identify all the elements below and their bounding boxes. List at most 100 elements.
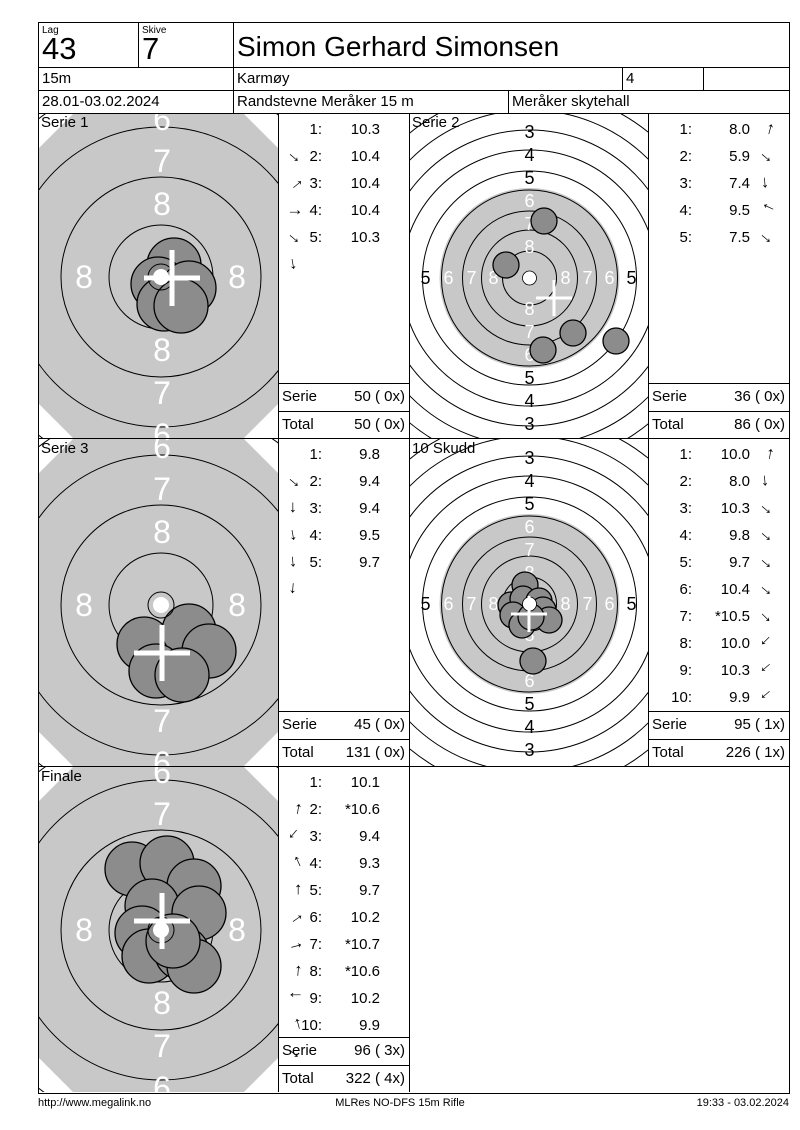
ring-number: 7 (466, 268, 476, 288)
ring (422, 170, 637, 386)
total-sum-row: Total 50 ( 0x) (279, 412, 408, 438)
shot-direction-arrow: → (284, 524, 306, 545)
ring-number: 6 (524, 671, 534, 691)
shot-value: 9.3 (359, 855, 380, 872)
shot-row: 3: 9.4→ (278, 823, 409, 874)
ring-number: 4 (524, 471, 534, 491)
ring-number: 6 (153, 417, 171, 438)
ring-number: 8 (488, 268, 498, 288)
shot-value: 10.3 (720, 662, 750, 679)
band-title-finale: Finale (41, 768, 82, 785)
shot-number: 4: (309, 202, 322, 219)
ring (60, 504, 262, 706)
ring (410, 475, 648, 733)
ring-number: 7 (524, 214, 534, 234)
shot-value: 9.9 (359, 1017, 380, 1034)
ring-number: 4 (524, 391, 534, 411)
grid-line (278, 383, 409, 384)
ring-number: 6 (524, 191, 534, 211)
ring-number: 7 (153, 796, 171, 832)
serie-sum-label: Serie (652, 716, 688, 733)
lag-label: Lag (42, 25, 59, 36)
serie-sum-row: Serie 96 ( 3x) (279, 1038, 408, 1064)
serie-sum-row: Serie 50 ( 0x) (279, 384, 408, 410)
shot-direction-arrow: → (756, 173, 778, 192)
shot-value: 10.0 (720, 635, 750, 652)
total-sum-value: 226 ( 1x) (725, 744, 785, 761)
shot-value: 5.9 (729, 148, 750, 165)
ring (462, 210, 597, 346)
ring-number: 5 (420, 268, 430, 288)
shot-number: 5: (309, 554, 322, 571)
shot-value: 9.7 (729, 554, 750, 571)
ring (60, 829, 262, 1031)
band-title-10skudd: 10 Skudd (412, 440, 476, 457)
shot-row: 1: 8.0 → (648, 116, 789, 143)
ring (441, 189, 618, 367)
shot-value: *10.5 (714, 608, 750, 625)
ring-number: 3 (524, 740, 534, 760)
total-sum-row: Total 322 ( 4x) (279, 1066, 408, 1092)
ring-number: 6 (153, 114, 171, 137)
footer-timestamp: 19:33 - 03.02.2024 (696, 1097, 789, 1109)
ring-number: 8 (153, 332, 171, 368)
band-title-serie-1: Serie 1 (41, 114, 89, 131)
shot-value: 8.0 (729, 121, 750, 138)
total-sum-value: 50 ( 0x) (354, 416, 405, 433)
ring-number: 6 (604, 594, 614, 614)
shot-direction-arrow: → (286, 200, 304, 219)
shot-number: 5: (679, 554, 692, 571)
shot-number: 1: (309, 121, 322, 138)
grid-line (648, 113, 649, 766)
grid-line (278, 739, 409, 740)
shot-number: 5: (679, 229, 692, 246)
ring-number: 3 (524, 448, 534, 468)
ring (39, 454, 278, 756)
shot-number: 2: (679, 473, 692, 490)
shot-row: 2: 8.0 → (648, 468, 789, 495)
serie-sum-label: Serie (282, 716, 318, 733)
shot-row: 5: 10.3 → (278, 224, 409, 274)
total-sum-row: Total 131 ( 0x) (279, 740, 408, 766)
shot-value: *10.6 (344, 963, 380, 980)
ring-number: 7 (466, 594, 476, 614)
shot-value: 9.4 (359, 500, 380, 517)
ring (410, 455, 648, 753)
shot-hole (559, 319, 587, 347)
shot-number: 9: (679, 662, 692, 679)
ring-number: 6 (443, 268, 453, 288)
shot-direction-arrow: → (755, 197, 779, 222)
shot-number: 9: (309, 990, 322, 1007)
venue-name: Meråker skytehall (512, 93, 630, 110)
shot-row: 4: 9.5 → (278, 522, 409, 571)
class-value: 4 (626, 70, 635, 87)
footer-program: MLRes NO-DFS 15m Rifle (335, 1097, 465, 1109)
grid-line (648, 711, 789, 712)
grid-line (38, 90, 789, 91)
ring-number: 3 (524, 122, 534, 142)
shot-row: 4: 9.8 → (648, 522, 789, 549)
shot-row: 3: 7.4 → (648, 170, 789, 197)
total-sum-row: Total 86 ( 0x) (649, 412, 788, 438)
shot-value: 9.5 (359, 527, 380, 544)
band-title-serie-3: Serie 3 (41, 440, 89, 457)
shot-number: 7: (679, 608, 692, 625)
ring-number: 6 (604, 268, 614, 288)
shot-number: 2: (309, 473, 322, 490)
ring-number: 7 (582, 594, 592, 614)
ring-number: 7 (153, 143, 171, 179)
shot-number: 5: (309, 229, 322, 246)
score-list-finale: 1: 10.1→ 2: *10.6→ 3: 9.4→ 4: 9.3→ 5: 9.7→ 6: 10.2→… (278, 769, 409, 1064)
grid-line (648, 411, 789, 412)
shot-value: 9.5 (729, 202, 750, 219)
shot-row: 2: *10.6 → (278, 796, 409, 848)
ring-number: 8 (228, 912, 246, 948)
shot-value: 10.4 (350, 148, 380, 165)
ring-number: 8 (228, 259, 246, 295)
shot-direction-arrow: → (284, 552, 306, 571)
shot-value: 10.4 (350, 175, 380, 192)
